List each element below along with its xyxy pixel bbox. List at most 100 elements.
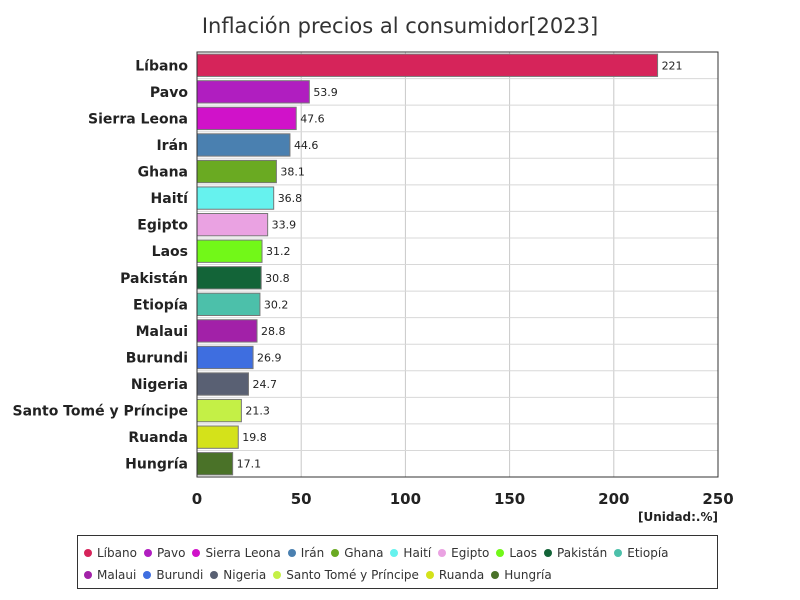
category-label: Haití [151,191,190,207]
legend-swatch-icon [614,548,623,557]
category-label: Pakistán [120,271,188,287]
category-label: Hungría [125,457,188,473]
legend-item[interactable]: Malaui [84,564,136,586]
legend-item[interactable]: Pavo [143,542,186,564]
bar [196,106,297,131]
legend-swatch-icon [210,570,219,579]
bar [196,186,275,210]
data-label: 28.8 [261,325,286,338]
category-label: Pavo [150,85,188,101]
legend-item[interactable]: Pakistán [544,542,607,564]
data-label: 17.1 [237,458,262,471]
bar [196,159,277,184]
legend-swatch-icon [84,548,92,557]
category-label: Ghana [138,165,188,181]
category-label: Santo Tomé y Príncipe [13,404,189,420]
category-label: Ruanda [128,430,188,446]
data-label: 24.7 [252,378,277,391]
bar [196,452,234,476]
legend-label: Malaui [97,568,137,582]
legend-item[interactable]: Ruanda [425,564,485,586]
category-label: Laos [152,244,188,260]
category-label: Malaui [136,324,188,340]
bar [196,239,263,263]
legend-swatch-icon [491,570,500,579]
data-label: 221 [662,59,683,72]
bar [196,80,310,104]
category-label: Sierra Leona [88,111,188,127]
legend-item[interactable]: Líbano [84,542,137,564]
bar [196,319,258,343]
chart-title: Inflación precios al consumidor[2023] [201,14,599,38]
legend-item[interactable]: Ghana [331,542,383,564]
category-label: Líbano [135,58,188,74]
data-label: 53.9 [313,86,338,99]
x-tick-label: 200 [598,490,629,508]
bar [196,213,269,237]
bar [196,372,249,396]
legend-item[interactable]: Burundi [143,564,203,586]
category-label: Egipto [137,218,188,234]
legend-item[interactable]: Santo Tomé y Príncipe [273,564,419,586]
legend-swatch-icon [390,548,399,557]
category-label: Nigeria [131,377,188,393]
x-tick-label: 100 [390,490,421,508]
legend-label: Haití [403,546,432,560]
data-label: 44.6 [294,139,319,152]
legend-swatch-icon [143,548,152,557]
legend-item[interactable]: Hungría [491,564,552,586]
bar-chart: 0 50 100 150 200 250 Líbano 221 Pavo 53.9 Sierra L… [13,51,734,524]
legend-item[interactable]: Irán [287,542,325,564]
legend-item[interactable]: Etiopía [614,542,669,564]
data-label: 33.9 [272,219,297,232]
legend-swatch-icon [544,548,553,557]
data-label: 21.3 [245,405,270,418]
x-tick-label: 50 [291,490,312,508]
x-tick-label: 0 [192,490,202,508]
bar [196,398,242,423]
category-label: Irán [156,138,188,154]
legend-swatch-icon [425,570,434,579]
legend-swatch-icon [496,548,505,557]
legend-label: Laos [509,546,538,560]
x-tick-label: 250 [702,490,733,508]
legend-swatch-icon [84,570,92,579]
legend-label: Líbano [97,546,137,560]
bars [196,53,659,476]
grid-lines [196,52,719,477]
bar [196,133,291,157]
legend-label: Irán [300,546,325,560]
legend-label: Pakistán [557,546,608,560]
bar [196,53,659,77]
legend-label: Santo Tomé y Príncipe [286,568,419,582]
legend-item[interactable]: Sierra Leona [192,542,281,564]
legend-item[interactable]: Laos [496,542,537,564]
data-label: 19.8 [242,431,266,444]
legend-swatch-icon [438,548,447,557]
unit-label: [Unidad:.%] [638,510,718,524]
data-label: 30.2 [264,298,289,311]
plot-area-border [196,51,719,478]
legend-swatch-icon [287,548,296,557]
legend-label: Burundi [156,568,204,582]
bar [196,266,262,290]
category-label: Etiopía [133,297,188,313]
x-tick-label: 150 [494,490,525,508]
legend-item[interactable]: Haití [390,542,431,564]
data-label: 38.1 [280,166,305,179]
labels: 0 50 100 150 200 250 Líbano 221 Pavo 53.9 Sierra L… [13,58,734,508]
bar [196,292,261,316]
bar [196,425,239,449]
legend-label: Etiopía [627,546,669,560]
legend-label: Pavo [156,546,186,560]
legend-label: Ghana [344,546,384,560]
legend-label: Ruanda [438,568,485,582]
data-label: 30.8 [265,272,290,285]
category-label: Burundi [126,350,188,366]
legend-item[interactable]: Nigeria [210,564,266,586]
legend-label: Hungría [504,568,552,582]
legend-item[interactable]: Egipto [438,542,489,564]
data-label: 47.6 [300,112,325,125]
data-label: 26.9 [257,351,282,364]
data-label: 31.2 [266,245,291,258]
